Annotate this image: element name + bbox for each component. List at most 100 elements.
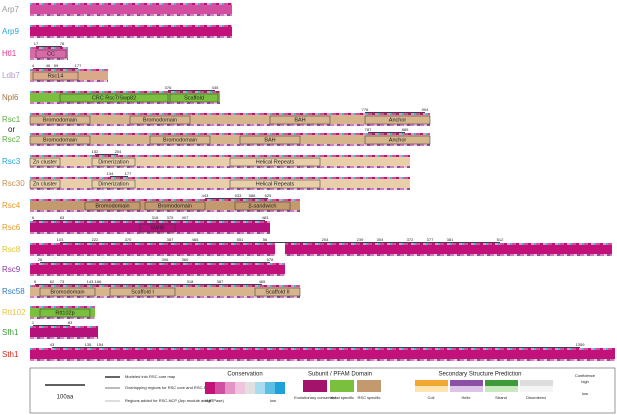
residue-number: 6 <box>32 215 35 220</box>
protein-name: Rsc2 <box>2 135 21 144</box>
legend-text: low <box>582 391 588 396</box>
domain-label: Rtt102p <box>55 310 74 316</box>
residue-number: 318 <box>187 279 194 284</box>
domain-label: Bromodomain <box>163 137 197 143</box>
legend-text: Evolutionary conserved <box>294 395 336 400</box>
residue-number: 387 <box>217 279 224 284</box>
domain-box <box>91 157 136 167</box>
residue-number: 318 <box>152 215 159 220</box>
conservation-track <box>30 221 270 223</box>
domain-box <box>29 179 61 189</box>
residue-number: 465 <box>192 237 199 242</box>
structure-swatch <box>485 380 518 386</box>
domain-box <box>29 115 91 125</box>
domain-box <box>129 115 191 125</box>
protein-name: Rsc58 <box>2 287 25 296</box>
legend-text: high <box>205 398 213 403</box>
domain-label: Zn cluster <box>33 181 57 187</box>
domain-label: Helical Repeats <box>256 159 295 165</box>
structure-track <box>30 296 300 298</box>
residue-number: 56 <box>263 237 268 242</box>
residue-number: 512 <box>497 237 504 242</box>
residue-number: 177 <box>75 63 82 68</box>
structure-track <box>30 124 430 126</box>
domain-label: Helical Repeats <box>256 181 295 187</box>
sequence-bar <box>30 4 232 15</box>
protein-name: Sth1 <box>2 350 19 359</box>
sequence-bar <box>30 156 410 167</box>
legend-line-label: Modeled into RSC core map <box>125 374 176 379</box>
residue-number: 59 <box>54 63 59 68</box>
protein-name: Htl1 <box>2 49 17 58</box>
conservation-swatch <box>215 382 225 394</box>
conservation-track <box>30 348 615 350</box>
domain-box <box>144 201 206 211</box>
residue-number: 154 <box>97 342 104 347</box>
residue-number: 62 <box>50 279 55 284</box>
legend-line-label: Regions added for RSC-NCP (Arp module an… <box>125 398 224 403</box>
legend-text: RSC specific <box>358 395 381 400</box>
residue-number: 370 <box>125 237 132 242</box>
structure-track <box>30 80 108 82</box>
domain-box <box>29 157 61 167</box>
protein-name: Rsc9 <box>2 265 21 274</box>
conservation-track <box>30 91 220 93</box>
domain-label: CRC Rsc7/Swp82 <box>92 95 136 101</box>
conservation-swatch <box>255 382 265 394</box>
residue-number: 435 <box>212 85 219 90</box>
residue-number: 1359 <box>576 342 586 347</box>
sequence-bar <box>285 244 612 255</box>
domain-label: Bromodomain <box>95 203 129 209</box>
structure-track <box>30 188 410 190</box>
residue-number: 28 <box>38 257 43 262</box>
sequence-bar <box>30 349 615 360</box>
conservation-swatch <box>245 382 255 394</box>
structure-track <box>30 317 95 319</box>
residue-number: 372 <box>407 237 414 242</box>
protein-name: Rsc1 <box>2 115 21 124</box>
domain-box <box>364 135 431 145</box>
residue-number: 103 <box>57 237 64 242</box>
residue-number: 152 <box>92 149 99 154</box>
domain-label: CC <box>47 51 55 57</box>
protein-name: Ldb7 <box>2 71 20 80</box>
legend-text: low <box>270 398 276 403</box>
domain-label: Anchor <box>389 137 407 143</box>
sequence-bar <box>30 48 68 59</box>
domain-label: Rsc14 <box>48 73 64 79</box>
domain-box <box>364 115 431 125</box>
residue-number: 43 <box>50 342 55 347</box>
domain-label: Scaffold I <box>131 289 154 295</box>
sequence-bar <box>30 200 300 211</box>
protein-name: Rsc3 <box>2 157 21 166</box>
residue-number: 1 <box>32 320 35 325</box>
domain-swatch <box>303 380 327 392</box>
residue-number: 787 <box>365 127 372 132</box>
structure-track <box>30 232 270 234</box>
residue-number: 166 <box>95 279 102 284</box>
conservation-track <box>30 177 410 179</box>
conservation-track <box>30 263 285 265</box>
structure-track <box>30 274 285 276</box>
protein-name: Arp7 <box>2 5 19 14</box>
protein-name: Rsc8 <box>2 245 21 254</box>
conservation-track <box>30 199 300 201</box>
residue-number: 143 <box>87 279 94 284</box>
conservation-track <box>30 3 232 5</box>
structure-track <box>30 144 430 146</box>
structure-swatch <box>485 386 518 392</box>
domain-label: Bromodomain <box>158 203 192 209</box>
sequence-bar <box>30 70 108 81</box>
domain-box <box>229 157 321 167</box>
legend-text: Confidence <box>575 373 596 378</box>
structure-swatch <box>415 380 448 386</box>
residue-number: 776 <box>362 107 369 112</box>
domain-box <box>109 287 176 297</box>
residue-number: 551 <box>237 237 244 242</box>
sequence-bar <box>30 244 275 255</box>
domain-label: Bromodomain <box>43 117 77 123</box>
residue-number: 78 <box>60 41 65 46</box>
residue-number: 443 <box>202 193 209 198</box>
residue-number: 407 <box>182 215 189 220</box>
